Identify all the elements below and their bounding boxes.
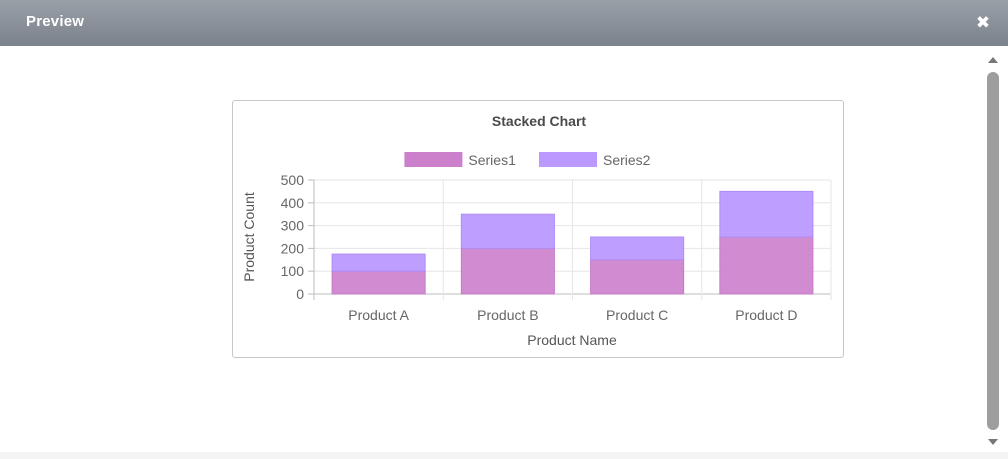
bar-series2-2[interactable]	[460, 213, 555, 249]
bar-series2-4[interactable]	[719, 190, 814, 238]
y-axis-ticks: 0 100 200 300 400 500	[281, 172, 305, 302]
chart-bars	[331, 190, 814, 295]
dialog-footer	[0, 452, 1008, 459]
bar-series2-3[interactable]	[590, 236, 685, 261]
y-axis-title: Product Count	[241, 192, 257, 282]
bar-series1-4[interactable]	[719, 236, 814, 295]
scroll-thumb[interactable]	[987, 72, 999, 430]
vertical-scrollbar[interactable]	[986, 54, 1000, 448]
y-tick-label: 100	[281, 263, 305, 279]
y-tick-label: 0	[296, 286, 304, 302]
legend-label-series2: Series2	[603, 152, 651, 168]
bar-series1-1[interactable]	[331, 270, 426, 295]
dialog-title: Preview	[26, 13, 85, 30]
legend-label-series1: Series1	[468, 152, 516, 168]
y-tick-label: 300	[281, 218, 305, 234]
dialog-content: Stacked Chart Series1 Series2 0 100 200 300 4…	[0, 46, 1008, 452]
x-tick-label: Product A	[348, 307, 409, 323]
dialog-titlebar: Preview ✖	[0, 0, 1008, 46]
y-tick-label: 400	[281, 195, 305, 211]
scroll-up-arrow-icon[interactable]	[986, 54, 1000, 66]
close-icon[interactable]: ✖	[975, 13, 991, 32]
bar-series2-1[interactable]	[331, 253, 426, 272]
bar-series1-2[interactable]	[460, 247, 555, 295]
y-tick-label: 200	[281, 240, 305, 256]
x-tick-label: Product C	[606, 307, 668, 323]
legend-swatch-series2	[539, 152, 597, 167]
x-axis-ticks: Product A Product B Product C Product D	[348, 307, 797, 323]
legend-swatch-series1	[404, 152, 463, 167]
chart-legend: Series1 Series2	[404, 152, 651, 168]
stacked-chart: Stacked Chart Series1 Series2 0 100 200 300 4…	[241, 113, 832, 348]
x-tick-label: Product B	[477, 307, 538, 323]
x-axis-title: Product Name	[527, 332, 617, 348]
scroll-down-arrow-icon[interactable]	[986, 436, 1000, 448]
x-tick-label: Product D	[735, 307, 797, 323]
chart-title: Stacked Chart	[492, 113, 586, 129]
bar-series1-3[interactable]	[590, 259, 685, 295]
chart-container: Stacked Chart Series1 Series2 0 100 200 300 4…	[232, 100, 844, 358]
y-tick-label: 500	[281, 172, 305, 188]
